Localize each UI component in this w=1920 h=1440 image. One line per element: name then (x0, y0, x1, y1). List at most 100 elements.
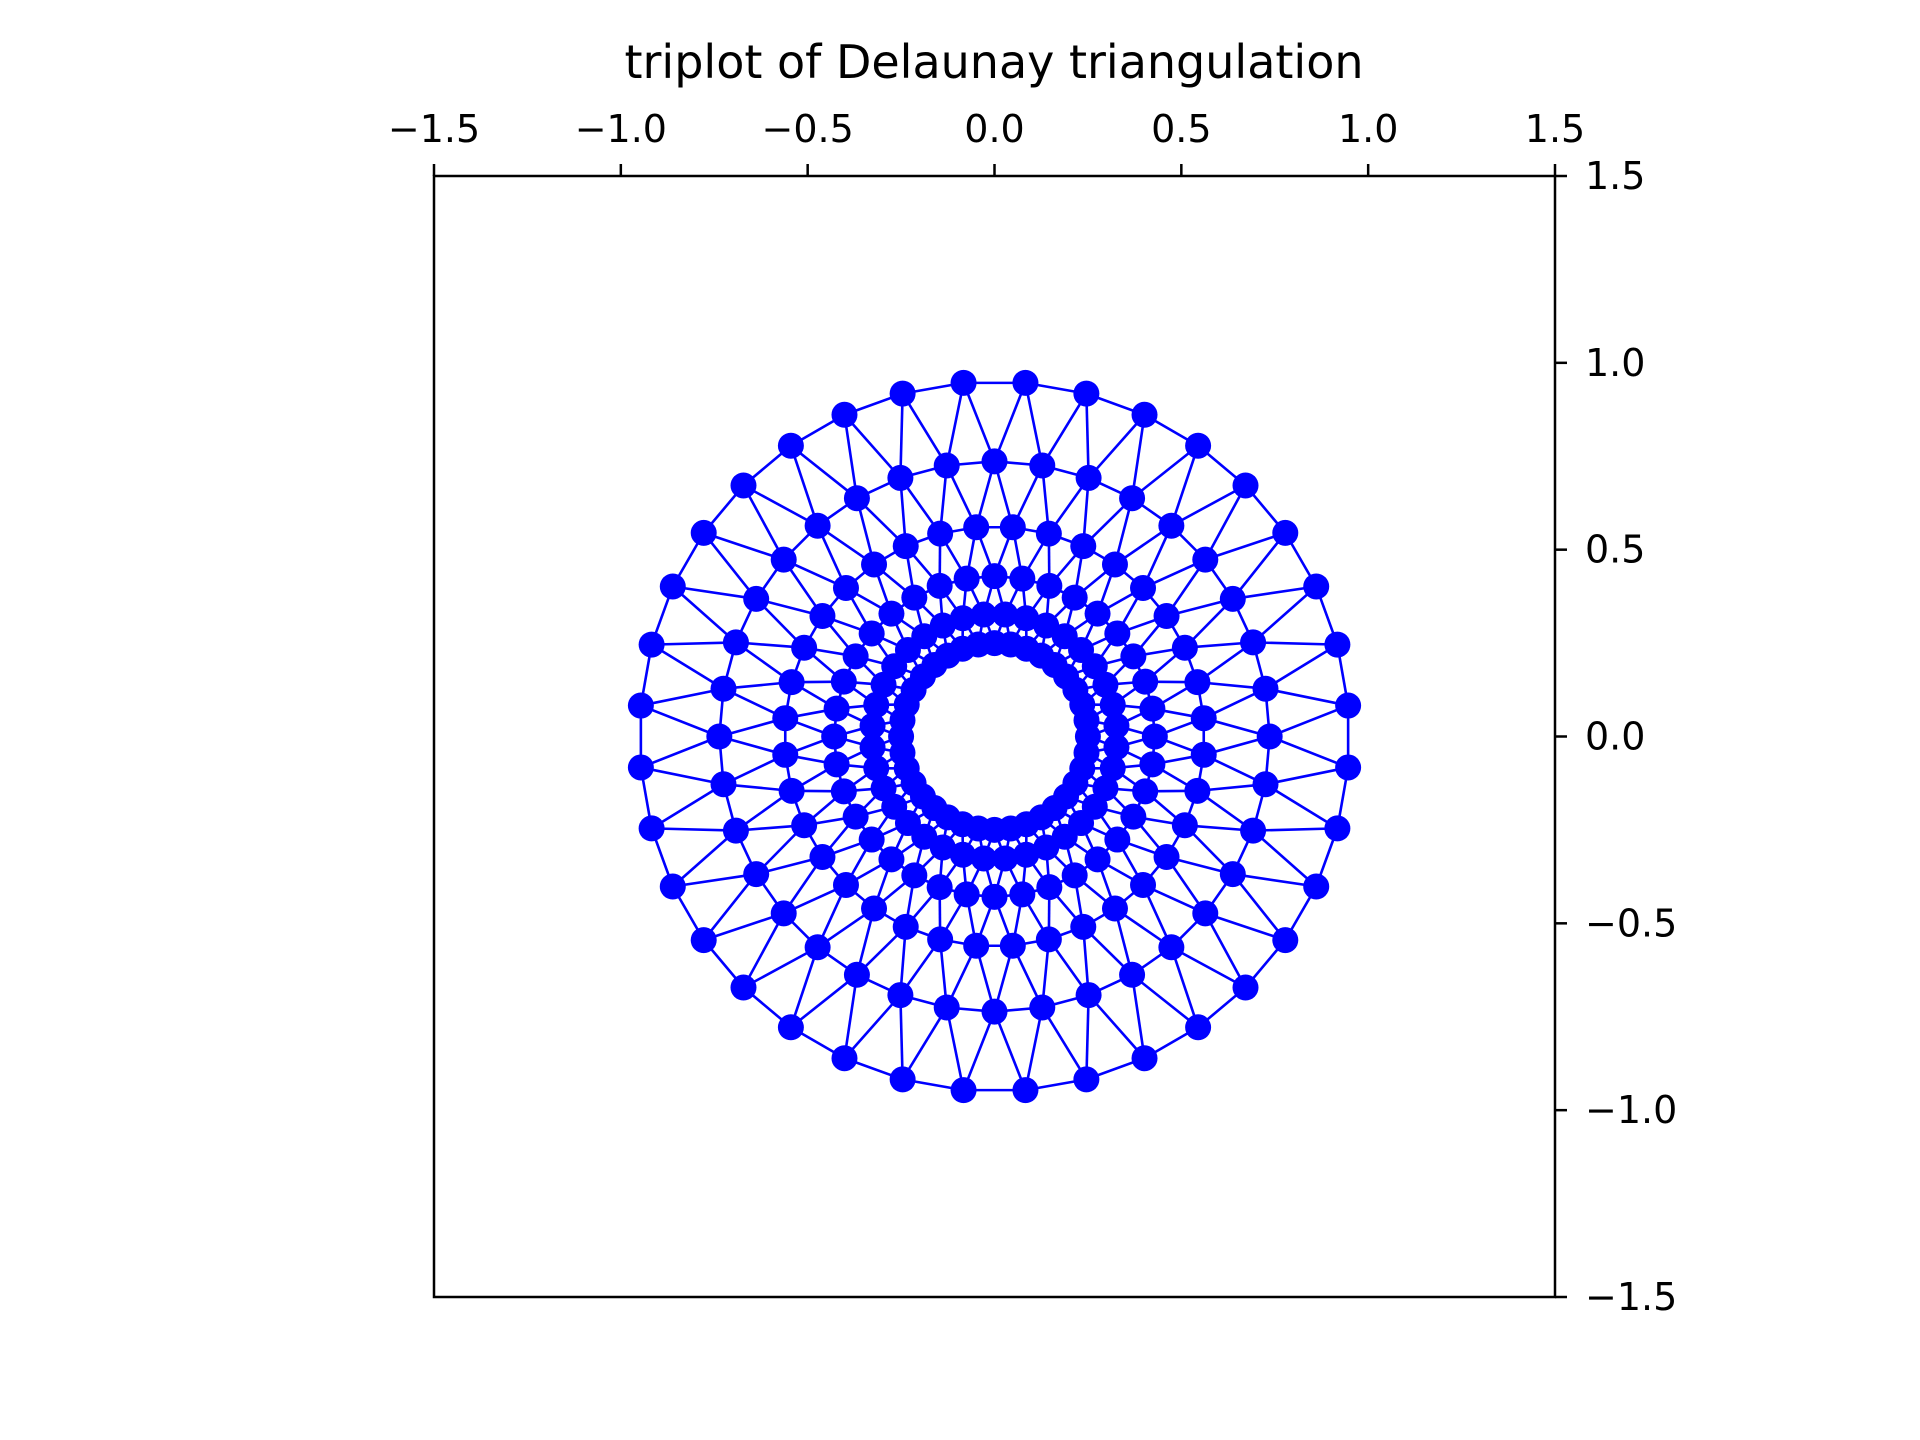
mesh-point (1219, 861, 1246, 888)
mesh-point (927, 520, 954, 547)
mesh-point (1324, 815, 1351, 842)
triangle-edge (1087, 413, 1146, 479)
mesh-point (999, 932, 1026, 959)
triangle-edge (1087, 994, 1146, 1060)
mesh-point (842, 643, 869, 670)
mesh-point (1070, 913, 1097, 940)
mesh-point (926, 874, 953, 901)
mesh-point (870, 671, 897, 698)
x-axis-ticks: −1.5 −1.0 −0.5 0.0 0.5 1.0 1.5 (388, 107, 1585, 176)
mesh-point (690, 519, 717, 546)
triangle-edge (1269, 704, 1349, 738)
y-axis-ticks: 1.5 1.0 0.5 0.0 −0.5 −1.0 −1.5 (1555, 154, 1677, 1319)
mesh-point (933, 994, 960, 1021)
mesh-point (1324, 631, 1351, 658)
mesh-point (1036, 874, 1063, 901)
triangle-edge (789, 946, 819, 1028)
mesh-point (887, 464, 914, 491)
mesh-point (926, 572, 953, 599)
mesh-point (1256, 723, 1283, 750)
mesh-point (1132, 668, 1159, 695)
mesh-point (953, 881, 980, 908)
x-tick-label: 0.5 (1151, 107, 1211, 151)
triangle-edge (962, 1011, 996, 1091)
mesh-point (1103, 712, 1130, 739)
triangle-edge (899, 995, 904, 1080)
mesh-point (1232, 472, 1259, 499)
triangle-edge (651, 641, 736, 646)
mesh-point (1132, 778, 1159, 805)
mesh-point (1141, 723, 1168, 750)
mesh-point (842, 803, 869, 830)
mesh-point (1153, 843, 1180, 870)
x-tick-label: 1.5 (1525, 107, 1585, 151)
triangle-edge (1252, 585, 1318, 644)
y-tick-label: 0.5 (1585, 528, 1645, 572)
mesh-point (1303, 573, 1330, 600)
triangle-edge (1253, 641, 1338, 646)
mesh-point (1084, 846, 1111, 873)
mesh-point (830, 668, 857, 695)
mesh-point (892, 913, 919, 940)
mesh-point (772, 741, 799, 768)
mesh-point (1158, 934, 1185, 961)
y-tick-label: 0.0 (1585, 715, 1645, 759)
mesh-point (901, 862, 928, 889)
mesh-point (878, 846, 905, 873)
mesh-point (1012, 369, 1039, 396)
triangle-edge (1204, 912, 1286, 942)
mesh-point (778, 669, 805, 696)
mesh-point (809, 603, 836, 630)
mesh-point (953, 565, 980, 592)
mesh-point (772, 705, 799, 732)
mesh-point (638, 815, 665, 842)
triangulation-points (627, 369, 1362, 1104)
mesh-point (770, 546, 797, 573)
mesh-point (1335, 754, 1362, 781)
triangle-edge (672, 585, 757, 601)
mesh-point (981, 563, 1008, 590)
mesh-point (1240, 629, 1267, 656)
mesh-point (1075, 982, 1102, 1009)
mesh-point (1219, 585, 1246, 612)
triangle-edge (640, 687, 724, 707)
triangle-edge (742, 946, 819, 989)
mesh-point (1153, 603, 1180, 630)
mesh-point (843, 961, 870, 988)
mesh-point (1192, 900, 1219, 927)
mesh-point (1232, 974, 1259, 1001)
triangle-edge (899, 393, 904, 478)
mesh-point (950, 1077, 977, 1104)
triangle-edge (945, 382, 965, 466)
mesh-point (804, 934, 831, 961)
mesh-point (992, 845, 1019, 872)
triangle-edge (1085, 995, 1090, 1080)
mesh-point (777, 432, 804, 459)
mesh-point (1073, 380, 1100, 407)
mesh-point (1099, 755, 1126, 782)
mesh-point (963, 514, 990, 541)
mesh-point (1013, 605, 1040, 632)
mesh-point (710, 675, 737, 702)
y-tick-label: −1.0 (1585, 1088, 1677, 1132)
mesh-point (1184, 669, 1211, 696)
mesh-point (981, 883, 1008, 910)
mesh-point (901, 584, 928, 611)
mesh-point (659, 873, 686, 900)
mesh-point (832, 872, 859, 899)
mesh-point (1158, 512, 1185, 539)
mesh-point (1120, 803, 1147, 830)
triangle-edge (945, 1007, 965, 1091)
x-tick-label: 0.0 (964, 107, 1024, 151)
mesh-point (1190, 705, 1217, 732)
mesh-point (949, 841, 976, 868)
mesh-point (970, 845, 997, 872)
mesh-point (1035, 926, 1062, 953)
mesh-point (1104, 620, 1131, 647)
mesh-point (1131, 401, 1158, 428)
triangle-edge (671, 829, 737, 888)
triangle-edge (1170, 445, 1200, 527)
triangle-edge (742, 484, 819, 527)
